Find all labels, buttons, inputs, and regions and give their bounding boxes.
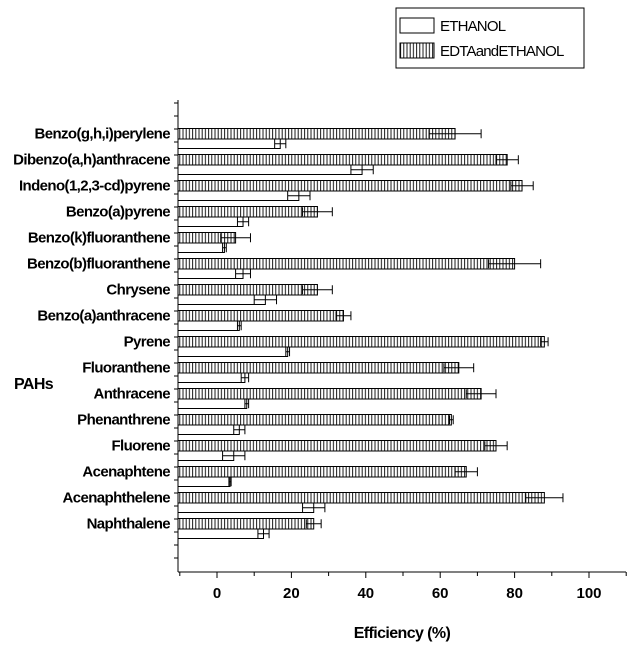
category-label-benzo-a-anthracene: Benzo(a)anthracene (37, 308, 170, 325)
plot-area: Benzo(g,h,i)perylene Dibenzo(a,h)anthrace… (13, 100, 627, 602)
bar-ethanol-benzo-g-h-i-perylene (177, 138, 281, 149)
error-bar-ethanol-acenaphtene (228, 477, 232, 487)
x-axis-ticks (179, 572, 627, 578)
legend-label-edta-ethanol: EDTAandETHANOL (440, 43, 564, 60)
error-bar-ethanol-phenanthrene (233, 425, 246, 435)
bar-ethanol-benzo-a-pyrene (177, 216, 244, 227)
category-label-phenanthrene: Phenanthrene (77, 412, 170, 429)
bar-edtaandethanol-indeno-1-2-3-cd-pyrene (177, 180, 523, 192)
category-label-acenaphthelene: Acenaphthelene (63, 490, 171, 507)
x-tick-label-20: 20 (283, 585, 300, 602)
bar-edtaandethanol-benzo-g-h-i-perylene (177, 128, 456, 140)
bar-ethanol-dibenzo-a-h-anthracene (177, 164, 363, 175)
error-bar-edtaandethanol-indeno-1-2-3-cd-pyrene (510, 181, 534, 191)
legend-swatch-ethanol (399, 17, 435, 34)
error-bars (220, 129, 564, 539)
error-bar-ethanol-indeno-1-2-3-cd-pyrene (287, 191, 311, 201)
error-bar-ethanol-pyrene (285, 347, 291, 357)
error-bar-ethanol-acenaphthelene (302, 503, 326, 513)
error-bar-edtaandethanol-benzo-g-h-i-perylene (428, 129, 482, 139)
category-label-pyrene: Pyrene (124, 334, 171, 351)
error-bar-ethanol-dibenzo-a-h-anthracene (350, 165, 374, 175)
bar-ethanol-benzo-a-anthracene (177, 320, 240, 331)
y-axis-title: PAHs (14, 376, 54, 393)
category-label-anthracene: Anthracene (93, 386, 170, 403)
error-bar-edtaandethanol-acenaphtene (454, 467, 478, 477)
x-tick-labels: 0 20 40 60 80 100 (213, 585, 602, 602)
category-label-chrysene: Chrysene (106, 282, 170, 299)
x-tick-label-40: 40 (357, 585, 374, 602)
error-bar-edtaandethanol-benzo-a-pyrene (302, 207, 333, 217)
category-label-benzo-a-pyrene: Benzo(a)pyrene (66, 204, 170, 221)
bar-ethanol-anthracene (177, 398, 248, 409)
bar-ethanol-phenanthrene (177, 424, 240, 435)
error-bar-ethanol-anthracene (244, 399, 250, 409)
error-bar-edtaandethanol-naphthalene (305, 519, 322, 529)
category-label-dibenzo-a-h-anthracene: Dibenzo(a,h)anthracene (13, 152, 170, 169)
category-label-benzo-b-fluoranthene: Benzo(b)fluoranthene (27, 256, 170, 273)
error-bar-ethanol-benzo-g-h-i-perylene (274, 139, 287, 149)
category-label-fluoranthene: Fluoranthene (82, 360, 170, 377)
error-bar-ethanol-benzo-k-fluoranthene (222, 243, 227, 253)
x-tick-label-80: 80 (506, 585, 523, 602)
legend-label-ethanol: ETHANOL (440, 18, 506, 35)
error-bar-edtaandethanol-anthracene (465, 389, 497, 399)
error-bar-ethanol-benzo-a-anthracene (236, 321, 242, 331)
bar-edtaandethanol-acenaphtene (177, 466, 467, 478)
category-label-fluorene: Fluorene (111, 438, 170, 455)
error-bar-edtaandethanol-chrysene (302, 285, 333, 295)
bar-ethanol-benzo-k-fluoranthene (177, 242, 225, 253)
error-bar-edtaandethanol-fluoranthene (443, 363, 475, 373)
error-bar-edtaandethanol-dibenzo-a-h-anthracene (495, 155, 519, 165)
bar-edtaandethanol-benzo-a-anthracene (177, 310, 344, 322)
bar-edtaandethanol-naphthalene (177, 518, 315, 530)
error-bar-edtaandethanol-fluorene (484, 441, 508, 451)
error-bar-edtaandethanol-acenaphthelene (525, 493, 564, 503)
bar-ethanol-fluoranthene (177, 372, 246, 383)
error-bar-ethanol-naphthalene (257, 529, 270, 539)
error-bar-ethanol-fluoranthene (240, 373, 250, 383)
bar-edtaandethanol-phenanthrene (177, 414, 452, 426)
bar-edtaandethanol-benzo-a-pyrene (177, 206, 318, 218)
bar-ethanol-benzo-b-fluoranthene (177, 268, 244, 279)
legend: ETHANOL EDTAandETHANOL (395, 7, 585, 69)
legend-swatch-edta-ethanol (399, 42, 435, 59)
error-bar-edtaandethanol-benzo-k-fluoranthene (220, 233, 251, 243)
category-label-acenaphtene: Acenaphtene (82, 464, 170, 481)
bar-edtaandethanol-chrysene (177, 284, 318, 296)
bar-ethanol-acenaphtene (177, 476, 231, 487)
bar-ethanol-acenaphthelene (177, 502, 315, 513)
bar-ethanol-chrysene (177, 294, 266, 305)
bar-edtaandethanol-dibenzo-a-h-anthracene (177, 154, 508, 166)
bar-series (177, 128, 545, 539)
error-bar-edtaandethanol-phenanthrene (449, 415, 454, 425)
x-axis-title: Efficiency (%) (354, 625, 451, 642)
x-tick-label-60: 60 (432, 585, 449, 602)
category-labels: Benzo(g,h,i)perylene Dibenzo(a,h)anthrace… (13, 126, 171, 533)
error-bar-ethanol-chrysene (253, 295, 278, 305)
error-bar-ethanol-fluorene (222, 451, 246, 461)
bar-edtaandethanol-anthracene (177, 388, 482, 400)
category-label-naphthalene: Naphthalene (87, 516, 171, 533)
bar-edtaandethanol-benzo-b-fluoranthene (177, 258, 516, 270)
error-bar-ethanol-benzo-b-fluoranthene (235, 269, 251, 279)
bar-ethanol-pyrene (177, 346, 289, 357)
x-tick-label-0: 0 (213, 585, 221, 602)
category-label-indeno-1-2-3-cd-pyrene: Indeno(1,2,3-cd)pyrene (19, 178, 170, 195)
bar-edtaandethanol-fluoranthene (177, 362, 460, 374)
error-bar-ethanol-benzo-a-pyrene (236, 217, 250, 227)
category-label-benzo-g-h-i-perylene: Benzo(g,h,i)perylene (34, 126, 170, 143)
bar-edtaandethanol-fluorene (177, 440, 497, 452)
bar-ethanol-indeno-1-2-3-cd-pyrene (177, 190, 300, 201)
bar-edtaandethanol-pyrene (177, 336, 545, 348)
error-bar-edtaandethanol-pyrene (540, 337, 549, 347)
error-bar-edtaandethanol-benzo-b-fluoranthene (488, 259, 542, 269)
error-bar-edtaandethanol-benzo-a-anthracene (335, 311, 352, 321)
category-label-benzo-k-fluoranthene: Benzo(k)fluoranthene (28, 230, 170, 247)
bar-ethanol-naphthalene (177, 528, 264, 539)
x-tick-label-100: 100 (576, 585, 601, 602)
y-axis-ticks (174, 102, 178, 559)
bar-edtaandethanol-acenaphthelene (177, 492, 545, 504)
